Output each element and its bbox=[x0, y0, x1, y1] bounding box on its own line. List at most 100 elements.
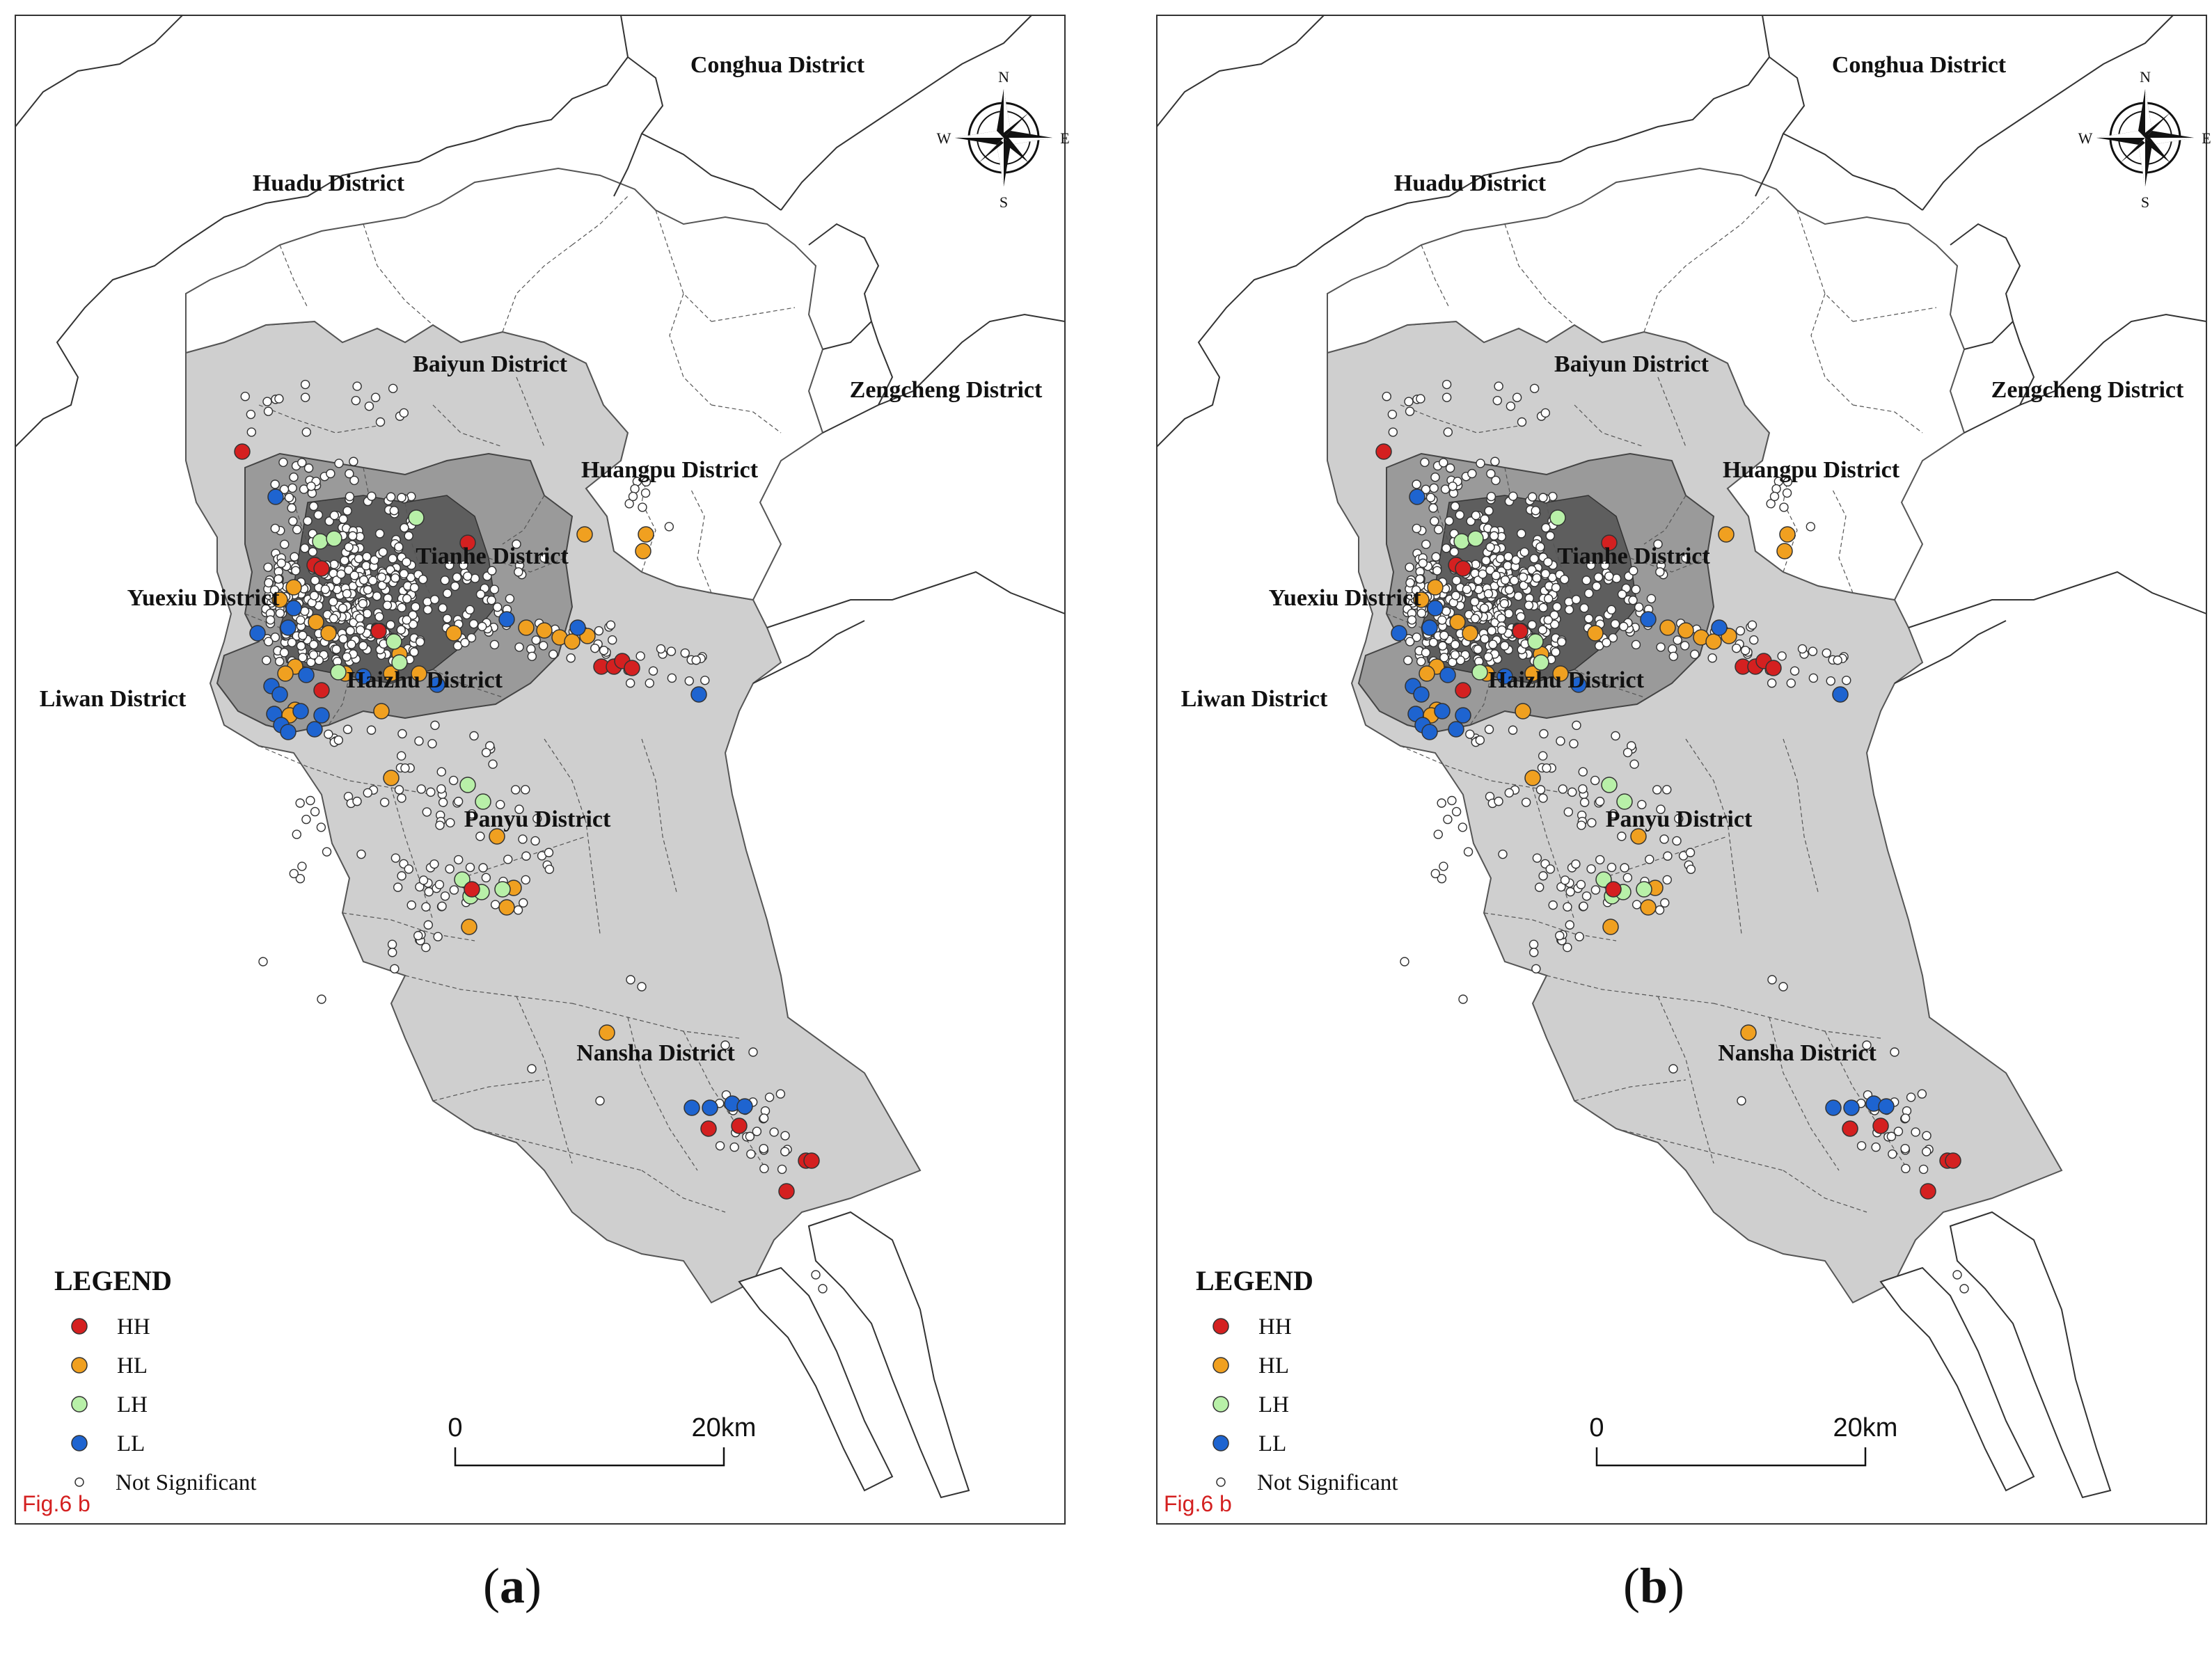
not-significant-point bbox=[1617, 589, 1627, 599]
not-significant-point bbox=[1512, 392, 1522, 402]
not-significant-point bbox=[1487, 626, 1496, 636]
not-significant-point bbox=[1656, 642, 1666, 652]
not-significant-point bbox=[1534, 882, 1545, 892]
not-significant-point bbox=[1556, 736, 1565, 746]
not-significant-point bbox=[372, 591, 382, 601]
not-significant-point bbox=[1628, 595, 1638, 605]
not-significant-point bbox=[1463, 847, 1474, 857]
not-significant-point bbox=[387, 939, 397, 949]
not-significant-point bbox=[1425, 493, 1436, 502]
district-label: Huangpu District bbox=[1723, 457, 1900, 483]
not-significant-point bbox=[1412, 479, 1421, 489]
hl-point bbox=[1630, 828, 1647, 845]
compass-diagonal bbox=[2120, 113, 2170, 163]
legend-label: LL bbox=[117, 1431, 145, 1456]
not-significant-point bbox=[368, 575, 378, 586]
not-significant-point bbox=[1503, 609, 1514, 619]
not-significant-point bbox=[246, 427, 257, 437]
not-significant-point bbox=[340, 555, 349, 566]
not-significant-point bbox=[404, 864, 413, 874]
not-significant-point bbox=[1619, 621, 1629, 632]
ll-point bbox=[1455, 707, 1471, 724]
hl-point bbox=[599, 1024, 615, 1041]
lh-point bbox=[1595, 871, 1612, 888]
district-boundary-line bbox=[1894, 620, 2007, 684]
not-significant-point bbox=[303, 516, 313, 526]
not-significant-point bbox=[1540, 408, 1551, 418]
not-significant-point bbox=[1749, 635, 1759, 645]
town-boundary-line bbox=[1386, 613, 1457, 642]
not-significant-point bbox=[301, 814, 311, 825]
not-significant-point bbox=[1508, 725, 1518, 735]
ll-point bbox=[1570, 676, 1587, 693]
not-significant-point bbox=[310, 806, 320, 817]
not-significant-point bbox=[402, 557, 411, 567]
not-significant-point bbox=[421, 942, 431, 953]
not-significant-point bbox=[297, 861, 307, 871]
not-significant-point bbox=[1654, 905, 1665, 915]
not-significant-point bbox=[416, 784, 426, 794]
not-significant-point bbox=[1447, 795, 1457, 806]
district-boundary-line bbox=[2019, 313, 2207, 406]
hh-point bbox=[1920, 1183, 1936, 1200]
town-boundary-line bbox=[516, 376, 545, 447]
not-significant-point bbox=[429, 859, 439, 869]
hl-point bbox=[1779, 526, 1796, 543]
not-significant-point bbox=[1542, 763, 1551, 773]
not-significant-point bbox=[1420, 457, 1430, 468]
not-significant-point bbox=[263, 406, 274, 416]
not-significant-point bbox=[449, 885, 459, 895]
lh-point bbox=[326, 530, 342, 547]
not-significant-point bbox=[1653, 539, 1663, 549]
hl-point bbox=[1524, 665, 1541, 682]
not-significant-point bbox=[397, 871, 406, 881]
not-significant-point bbox=[1674, 813, 1684, 824]
not-significant-point bbox=[1428, 637, 1439, 648]
not-significant-point bbox=[625, 678, 635, 688]
not-significant-point bbox=[454, 854, 464, 865]
not-significant-point bbox=[300, 392, 310, 402]
not-significant-point bbox=[298, 653, 308, 662]
not-significant-point bbox=[1405, 562, 1414, 572]
not-significant-point bbox=[397, 493, 406, 502]
district-label: Conghua District bbox=[1832, 52, 2007, 78]
not-significant-point bbox=[276, 558, 286, 568]
district-label: Zengcheng District bbox=[850, 377, 1043, 403]
not-significant-point bbox=[745, 1131, 755, 1141]
not-significant-point bbox=[1578, 784, 1588, 794]
not-significant-point bbox=[1529, 383, 1540, 393]
not-significant-point bbox=[338, 634, 348, 644]
not-significant-point bbox=[280, 539, 290, 549]
ll-point bbox=[1434, 703, 1451, 719]
hl-point bbox=[308, 614, 324, 630]
not-significant-point bbox=[1620, 863, 1629, 873]
not-significant-point bbox=[1430, 868, 1441, 879]
not-significant-point bbox=[418, 574, 428, 585]
lh-point bbox=[459, 777, 476, 793]
not-significant-point bbox=[1560, 875, 1570, 885]
not-significant-point bbox=[1571, 859, 1581, 869]
not-significant-point bbox=[1686, 864, 1696, 874]
lh-point bbox=[1636, 881, 1652, 898]
not-significant-point bbox=[1430, 516, 1439, 526]
hh-point bbox=[731, 1118, 748, 1134]
not-significant-point bbox=[1545, 864, 1555, 874]
not-significant-point bbox=[1629, 759, 1639, 769]
not-significant-point bbox=[430, 720, 440, 731]
not-significant-point bbox=[1767, 678, 1777, 688]
not-significant-point bbox=[347, 639, 356, 649]
not-significant-point bbox=[1556, 637, 1567, 647]
not-significant-point bbox=[301, 427, 312, 437]
not-significant-point bbox=[1782, 488, 1792, 498]
not-significant-point bbox=[769, 1127, 779, 1137]
not-significant-point bbox=[422, 807, 432, 817]
not-significant-point bbox=[378, 547, 388, 557]
hh-point bbox=[459, 534, 476, 551]
not-significant-point bbox=[424, 886, 434, 897]
ll-point bbox=[285, 600, 302, 617]
ll-point bbox=[267, 488, 284, 505]
caption-a: (a) bbox=[483, 1558, 542, 1614]
district-label: Baiyun District bbox=[1554, 351, 1709, 377]
hl-point bbox=[1776, 543, 1793, 559]
legend-label: HH bbox=[1258, 1314, 1292, 1339]
